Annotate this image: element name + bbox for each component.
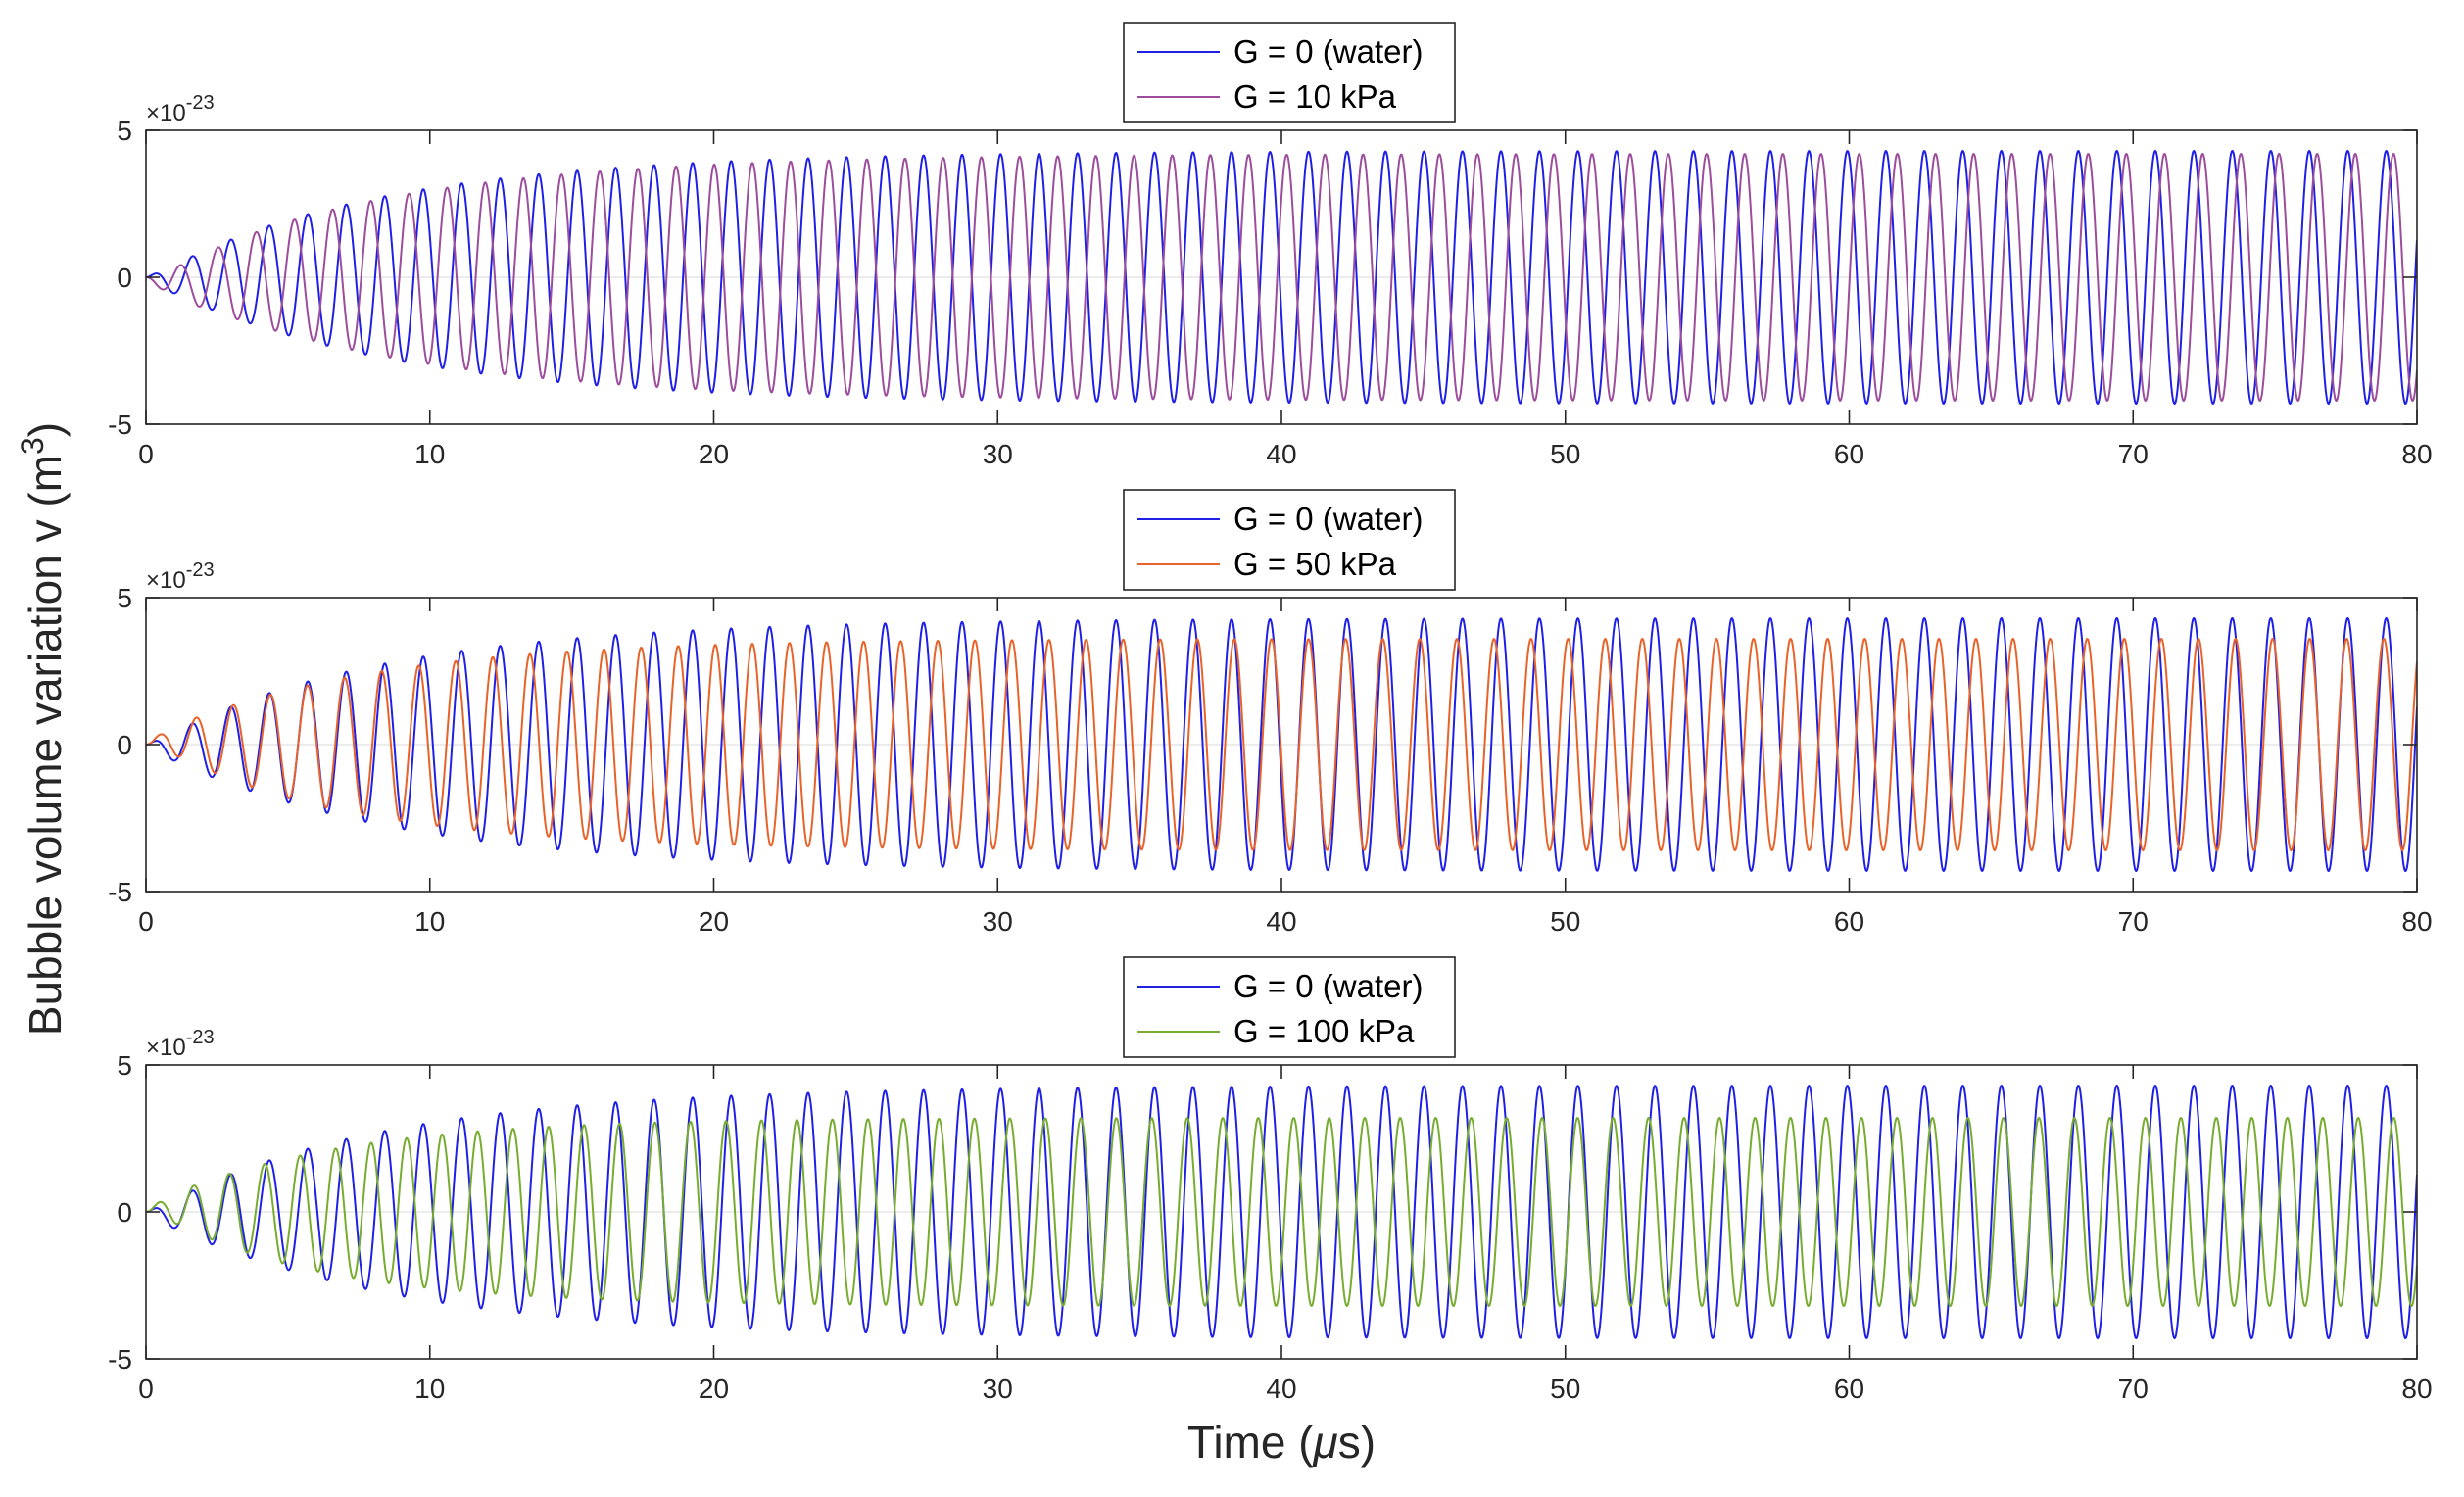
- y-tick-label: 5: [117, 1050, 132, 1081]
- series-line-2: [146, 153, 2417, 402]
- x-axis-label-post: s): [1338, 1417, 1376, 1468]
- x-tick-label: 50: [1550, 1374, 1580, 1404]
- y-exponent-base: ×10: [146, 1035, 186, 1061]
- x-tick-label: 20: [699, 439, 729, 469]
- x-tick-label: 10: [414, 439, 445, 469]
- series-line-2: [146, 1117, 2417, 1307]
- y-exponent-base: ×10: [146, 567, 186, 594]
- x-tick-label: 0: [138, 1374, 154, 1404]
- x-tick-label: 70: [2118, 906, 2149, 937]
- y-tick-label: -5: [108, 410, 132, 440]
- x-tick-label: 0: [138, 439, 154, 469]
- x-tick-label: 10: [414, 1374, 445, 1404]
- legend-box: [1123, 956, 1456, 1058]
- x-tick-label: 80: [2401, 906, 2432, 937]
- series-line-1: [146, 617, 2417, 872]
- x-tick-label: 30: [983, 906, 1013, 937]
- series-line-1: [146, 1085, 2417, 1339]
- legend-label-2: G = 50 kPa: [1233, 546, 1397, 582]
- y-tick-label: 5: [117, 116, 132, 146]
- x-tick-label: 50: [1550, 439, 1580, 469]
- chart-panel-2: 0 10 20 30 40 50 60 70 80-505×10-23G = 0 (water)…: [108, 489, 2433, 937]
- x-tick-label: 20: [699, 1374, 729, 1404]
- chart-panel-3: 0 10 20 30 40 50 60 70 80-505×10-23G = 0 (water)…: [108, 956, 2433, 1404]
- x-tick-label: 10: [414, 906, 445, 937]
- x-tick-label: 0: [138, 906, 154, 937]
- y-axis-label-main: Bubble volume variation v (m: [20, 455, 71, 1036]
- x-axis-label: Time (μs): [1187, 1417, 1376, 1468]
- legend: G = 0 (water) G = 50 kPa: [1123, 489, 1456, 591]
- y-exponent-label: ×10-23: [146, 559, 215, 594]
- y-exponent-power: -23: [186, 559, 215, 581]
- y-axis-label: Bubble volume variation v (m3): [15, 422, 71, 1036]
- legend-box: [1123, 22, 1456, 123]
- legend-label-1: G = 0 (water): [1233, 33, 1423, 70]
- x-tick-label: 60: [1834, 906, 1864, 937]
- legend-label-1: G = 0 (water): [1233, 501, 1423, 537]
- x-tick-label: 80: [2401, 439, 2432, 469]
- x-axis-label-pre: Time (: [1187, 1417, 1314, 1468]
- x-tick-label: 80: [2401, 1374, 2432, 1404]
- y-tick-label: -5: [108, 1344, 132, 1375]
- panels: 0 10 20 30 40 50 60 70 80-505×10-23G = 0 (water)…: [108, 22, 2433, 1404]
- x-tick-label: 70: [2118, 439, 2149, 469]
- x-tick-label: 70: [2118, 1374, 2149, 1404]
- legend: G = 0 (water) G = 100 kPa: [1123, 956, 1456, 1058]
- y-tick-label: 0: [117, 263, 132, 293]
- series-line-2: [146, 638, 2417, 851]
- legend-label-2: G = 10 kPa: [1233, 78, 1397, 115]
- y-tick-label: 5: [117, 583, 132, 613]
- x-axis-label-mu: μ: [1313, 1417, 1338, 1468]
- y-exponent-label: ×10-23: [146, 1027, 215, 1061]
- x-tick-label: 50: [1550, 906, 1580, 937]
- y-axis-label-superscript: 3: [15, 437, 50, 455]
- y-exponent-base: ×10: [146, 100, 186, 126]
- y-tick-label: 0: [117, 730, 132, 760]
- y-axis-label-tail: ): [20, 422, 71, 437]
- y-exponent-power: -23: [186, 92, 215, 114]
- legend-label-1: G = 0 (water): [1233, 968, 1423, 1004]
- x-tick-label: 20: [699, 906, 729, 937]
- y-exponent-label: ×10-23: [146, 92, 215, 126]
- chart-panel-1: 0 10 20 30 40 50 60 70 80-505×10-23G = 0 (water)…: [108, 22, 2433, 469]
- x-tick-label: 40: [1266, 1374, 1296, 1404]
- legend-label-2: G = 100 kPa: [1233, 1013, 1415, 1049]
- x-tick-label: 30: [983, 439, 1013, 469]
- y-tick-label: 0: [117, 1197, 132, 1228]
- x-tick-label: 40: [1266, 906, 1296, 937]
- x-tick-label: 40: [1266, 439, 1296, 469]
- series-line-1: [146, 150, 2417, 405]
- x-tick-label: 60: [1834, 1374, 1864, 1404]
- y-tick-label: -5: [108, 877, 132, 907]
- legend-box: [1123, 489, 1456, 591]
- x-tick-label: 30: [983, 1374, 1013, 1404]
- legend: G = 0 (water) G = 10 kPa: [1123, 22, 1456, 123]
- x-tick-label: 60: [1834, 439, 1864, 469]
- y-exponent-power: -23: [186, 1027, 215, 1048]
